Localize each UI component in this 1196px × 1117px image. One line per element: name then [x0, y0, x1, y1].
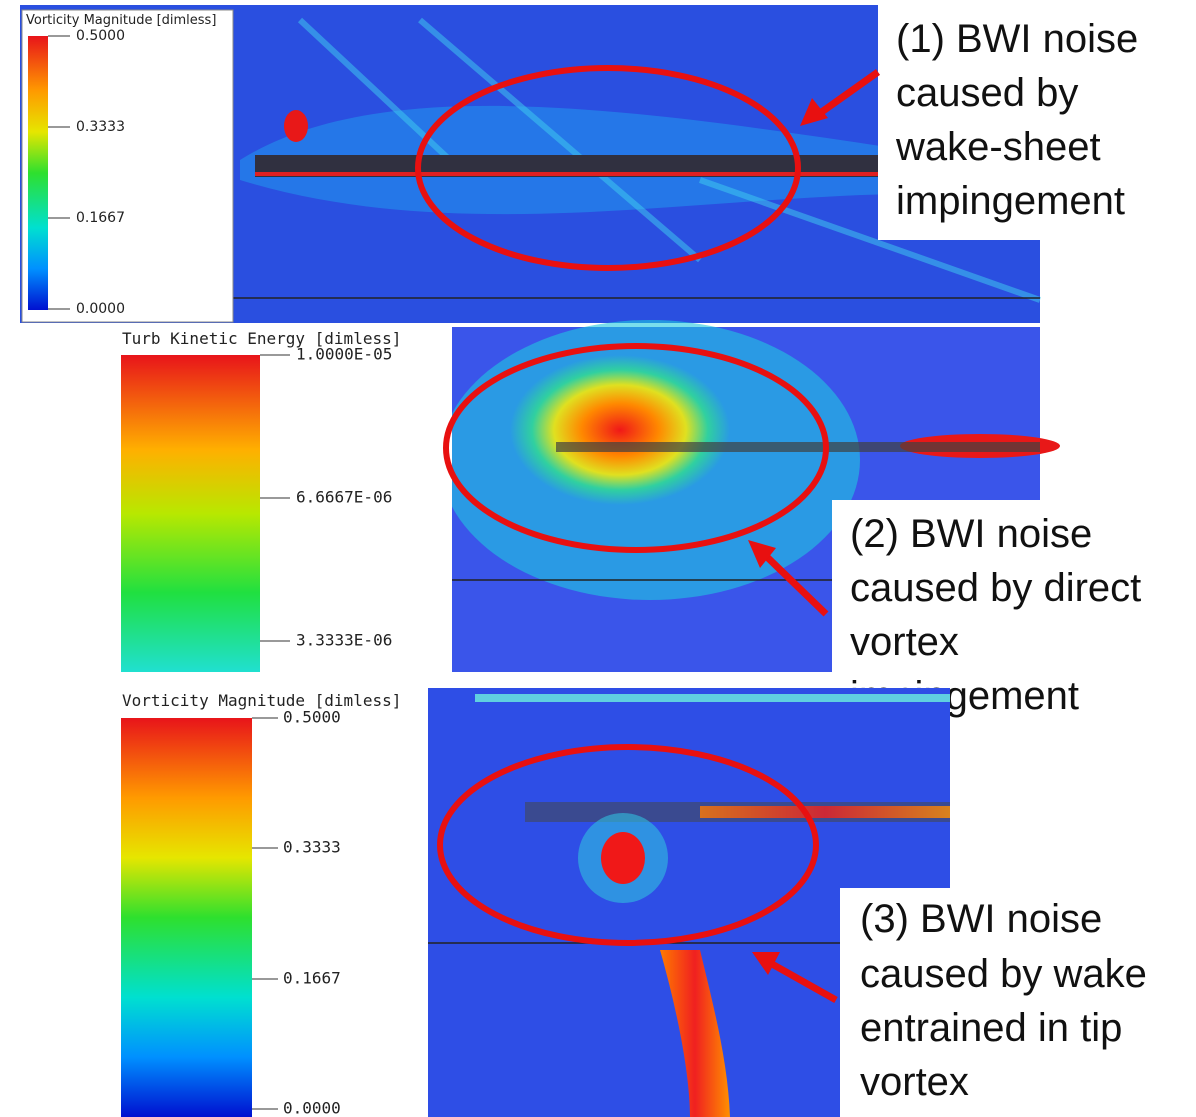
colorbar-title: Vorticity Magnitude [dimless] [122, 691, 401, 710]
annotation-line: (3) BWI noise [860, 897, 1102, 941]
tick-label: 6.6667E-06 [296, 488, 392, 507]
colorbar-box [22, 10, 233, 322]
tick-label: 1.0000E-05 [296, 345, 392, 364]
panel-1: Vorticity Magnitude [dimless] 0.5000 0.3… [20, 5, 1196, 323]
colorbar [28, 36, 48, 310]
annotation-line: caused by [896, 71, 1078, 115]
colorbar-title: Vorticity Magnitude [dimless] [26, 13, 216, 28]
annotation-line: wake-sheet [895, 125, 1101, 169]
annotation-line: (2) BWI noise [850, 512, 1092, 556]
tick-label: 0.0000 [76, 301, 125, 317]
annotation-line: entrained in tip [860, 1006, 1122, 1050]
panel-3: Vorticity Magnitude [dimless] 0.5000 0.3… [118, 688, 1196, 1117]
tick-label: 0.5000 [76, 28, 125, 44]
annotation-line: caused by wake [860, 952, 1147, 996]
annotation-line: caused by direct [850, 566, 1141, 610]
wake-sheet [700, 806, 950, 818]
tick-label: 0.5000 [283, 708, 341, 727]
tip-vortex [284, 110, 308, 142]
tick-label: 0.3333 [283, 838, 341, 857]
blade [556, 442, 1040, 452]
vortex-core [510, 355, 730, 505]
annotation-line: vortex [850, 620, 959, 664]
colorbar [121, 355, 260, 672]
annotation-line: vortex [860, 1060, 969, 1104]
annotation-line: impingement [896, 179, 1125, 223]
tick-label: 0.1667 [283, 969, 341, 988]
tick-label: 0.1667 [76, 210, 125, 226]
colorbar [121, 718, 252, 1117]
tick-label: 3.3333E-06 [296, 631, 392, 650]
tick-label: 0.3333 [76, 119, 125, 135]
tick-label: 0.0000 [283, 1099, 341, 1117]
vortex-core [601, 832, 645, 884]
blade-upper [475, 694, 950, 702]
figure: Vorticity Magnitude [dimless] 0.5000 0.3… [0, 0, 1196, 1117]
annotation-line: (1) BWI noise [896, 17, 1138, 61]
panel-2: Turb Kinetic Energy [dimless] 1.0000E-05… [118, 320, 1196, 736]
